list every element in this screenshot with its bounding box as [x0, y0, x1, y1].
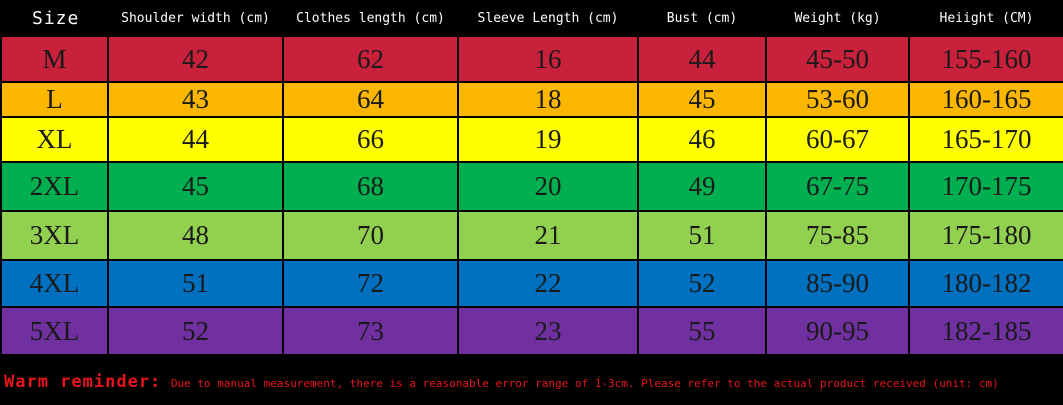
value-cell: 66 [282, 116, 459, 163]
value-cell: 52 [637, 259, 767, 308]
value-cell: 90-95 [765, 306, 910, 356]
value-cell: 73 [282, 306, 459, 356]
value-cell: 16 [457, 35, 639, 83]
value-cell: 70 [282, 210, 459, 261]
value-cell: 85-90 [765, 259, 910, 308]
value-cell: 19 [457, 116, 639, 163]
value-cell: 21 [457, 210, 639, 261]
header-cell: Clothes length (cm) [282, 0, 459, 37]
value-cell: 64 [282, 81, 459, 118]
size-row: L 43 64 18 45 53-60 160-165 [0, 81, 1063, 118]
value-cell: 72 [282, 259, 459, 308]
header-cell: Shoulder width (cm) [107, 0, 284, 37]
value-cell: 182-185 [908, 306, 1063, 356]
value-cell: 155-160 [908, 35, 1063, 83]
value-cell: 60-67 [765, 116, 910, 163]
value-cell: 48 [107, 210, 284, 261]
value-cell: 43 [107, 81, 284, 118]
size-row: 4XL 51 72 22 52 85-90 180-182 [0, 259, 1063, 308]
value-cell: 45 [637, 81, 767, 118]
value-cell: 55 [637, 306, 767, 356]
value-cell: 170-175 [908, 161, 1063, 212]
size-row: 3XL 48 70 21 51 75-85 175-180 [0, 210, 1063, 261]
value-cell: 23 [457, 306, 639, 356]
header-cell: Heiight (CM) [908, 0, 1063, 37]
size-table: Size Shoulder width (cm) Clothes length (c… [0, 0, 1063, 356]
value-cell: 51 [637, 210, 767, 261]
size-cell: M [0, 35, 109, 83]
value-cell: 44 [107, 116, 284, 163]
header-cell: Sleeve Length (cm) [457, 0, 639, 37]
footer-lead: Warm reminder: [4, 372, 162, 392]
value-cell: 46 [637, 116, 767, 163]
size-cell: XL [0, 116, 109, 163]
size-row: 2XL 45 68 20 49 67-75 170-175 [0, 161, 1063, 212]
size-row: 5XL 52 73 23 55 90-95 182-185 [0, 306, 1063, 356]
value-cell: 45-50 [765, 35, 910, 83]
footer: Warm reminder: Due to manual measurement… [4, 372, 999, 392]
footer-note: Due to manual measurement, there is a re… [170, 377, 999, 390]
value-cell: 75-85 [765, 210, 910, 261]
value-cell: 175-180 [908, 210, 1063, 261]
value-cell: 20 [457, 161, 639, 212]
value-cell: 44 [637, 35, 767, 83]
value-cell: 62 [282, 35, 459, 83]
value-cell: 42 [107, 35, 284, 83]
value-cell: 68 [282, 161, 459, 212]
header-cell: Weight (kg) [765, 0, 910, 37]
value-cell: 18 [457, 81, 639, 118]
size-cell: L [0, 81, 109, 118]
value-cell: 22 [457, 259, 639, 308]
header-cell: Bust (cm) [637, 0, 767, 37]
value-cell: 160-165 [908, 81, 1063, 118]
value-cell: 52 [107, 306, 284, 356]
size-row: XL 44 66 19 46 60-67 165-170 [0, 116, 1063, 163]
value-cell: 51 [107, 259, 284, 308]
size-row: M 42 62 16 44 45-50 155-160 [0, 35, 1063, 83]
size-cell: 2XL [0, 161, 109, 212]
size-cell: 5XL [0, 306, 109, 356]
header-cell: Size [0, 0, 109, 37]
header-row: Size Shoulder width (cm) Clothes length (c… [0, 0, 1063, 37]
value-cell: 180-182 [908, 259, 1063, 308]
value-cell: 45 [107, 161, 284, 212]
size-cell: 3XL [0, 210, 109, 261]
value-cell: 49 [637, 161, 767, 212]
size-cell: 4XL [0, 259, 109, 308]
value-cell: 165-170 [908, 116, 1063, 163]
value-cell: 53-60 [765, 81, 910, 118]
value-cell: 67-75 [765, 161, 910, 212]
